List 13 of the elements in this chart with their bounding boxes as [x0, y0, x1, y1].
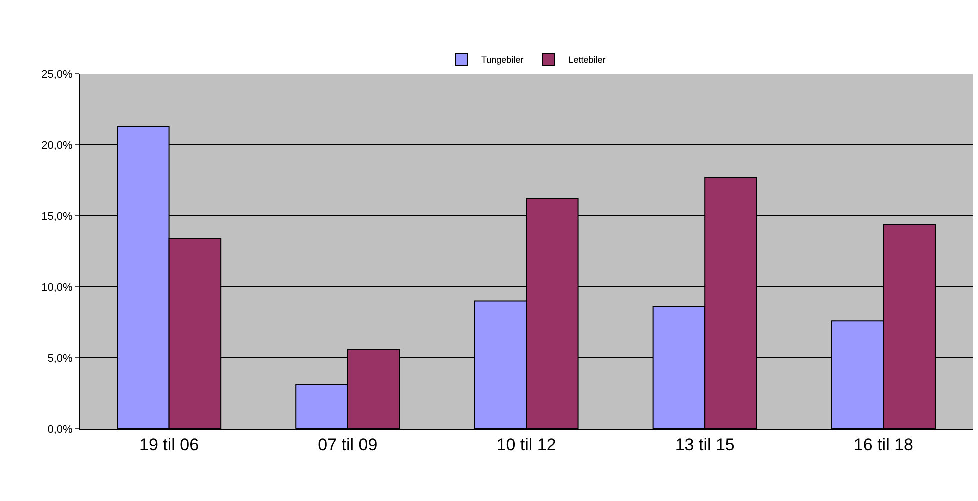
y-tick-label: 25,0%: [42, 68, 74, 81]
x-tick-label: 10 til 12: [496, 435, 556, 454]
x-tick-label: 16 til 18: [854, 435, 914, 454]
x-tick-label: 19 til 06: [140, 435, 200, 454]
y-tick-label: 15,0%: [42, 210, 74, 223]
legend-label: Lettebiler: [568, 55, 606, 66]
x-tick-label: 13 til 15: [675, 435, 735, 454]
y-tick-label: 5,0%: [48, 352, 74, 365]
y-tick-label: 20,0%: [42, 140, 74, 152]
legend-label: Tungebiler: [482, 55, 524, 66]
x-tick-label: 07 til 09: [318, 435, 378, 454]
y-tick-label: 0,0%: [48, 424, 74, 436]
y-tick-label: 10,0%: [42, 282, 74, 294]
